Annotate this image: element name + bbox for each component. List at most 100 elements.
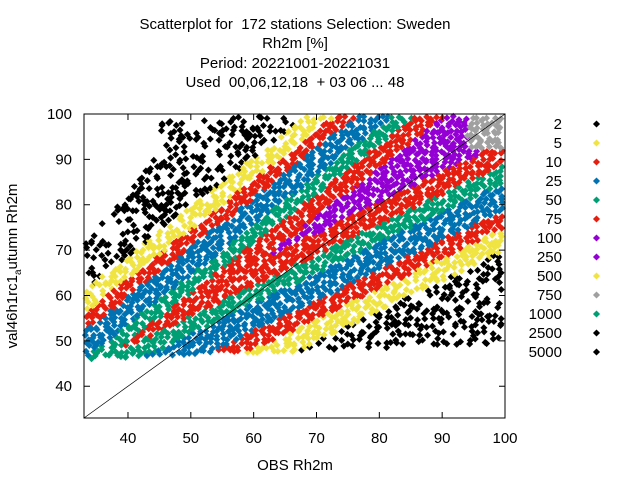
scatter-point xyxy=(223,250,231,258)
scatter-point xyxy=(236,308,244,316)
scatter-point xyxy=(464,297,472,305)
scatter-point xyxy=(169,165,177,173)
scatter-point xyxy=(217,307,225,315)
scatter-point xyxy=(466,268,475,276)
scatter-point xyxy=(258,159,266,167)
scatter-point xyxy=(270,136,278,144)
scatter-point xyxy=(122,265,130,273)
scatter-point xyxy=(432,283,440,291)
scatter-point xyxy=(90,254,98,262)
scatter-point xyxy=(365,322,373,330)
scatter-point xyxy=(374,339,382,348)
scatter-point xyxy=(231,193,239,201)
y-tick-label: 60 xyxy=(55,287,72,304)
scatter-point xyxy=(226,159,234,167)
chart-title-line-4: Used 00,06,12,18 + 03 06 ... 48 xyxy=(185,74,405,91)
scatter-point xyxy=(149,213,157,221)
scatter-point xyxy=(183,169,191,177)
scatter-point xyxy=(264,196,272,204)
scatter-point xyxy=(129,221,138,229)
scatter-point xyxy=(230,216,238,225)
legend-marker xyxy=(592,234,601,242)
scatter-point xyxy=(243,143,251,151)
scatter-point xyxy=(226,203,234,211)
scatter-point xyxy=(202,327,210,335)
scatter-point xyxy=(137,180,145,188)
scatter-point xyxy=(239,242,247,251)
scatter-point xyxy=(160,158,168,166)
scatter-point xyxy=(203,253,211,261)
scatter-point xyxy=(154,347,162,355)
scatter-point xyxy=(184,234,192,242)
scatter-point xyxy=(268,201,276,209)
scatter-point xyxy=(395,254,403,262)
scatter-point xyxy=(338,213,346,221)
scatter-point xyxy=(269,159,277,167)
scatter-point xyxy=(219,189,227,197)
scatter-point xyxy=(460,323,469,331)
scatter-point xyxy=(144,342,152,350)
scatter-point xyxy=(138,310,146,318)
scatter-point xyxy=(197,164,205,172)
legend-label: 5 xyxy=(554,135,562,152)
scatter-point xyxy=(110,304,118,312)
scatter-point xyxy=(264,286,272,294)
scatter-point xyxy=(497,315,505,323)
scatter-point xyxy=(105,241,113,249)
scatter-point xyxy=(233,343,242,351)
scatter-point xyxy=(201,185,209,193)
scatter-point xyxy=(158,120,166,128)
scatter-point xyxy=(421,315,429,323)
scatter-point xyxy=(223,336,231,344)
scatter-point xyxy=(167,193,175,201)
scatter-point xyxy=(277,133,285,141)
scatter-point xyxy=(121,316,129,324)
scatter-point xyxy=(90,331,98,339)
scatter-point xyxy=(218,131,226,140)
scatter-point xyxy=(195,253,203,261)
scatter-point xyxy=(273,152,281,160)
scatter-point xyxy=(116,335,124,343)
scatter-point xyxy=(92,324,100,332)
scatter-point xyxy=(474,266,482,274)
scatter-point xyxy=(177,212,185,220)
scatter-point xyxy=(260,136,268,144)
scatter-point xyxy=(213,332,221,340)
scatter-point xyxy=(216,245,224,253)
scatter-point xyxy=(267,317,275,325)
scatter-point xyxy=(177,132,185,140)
scatter-point xyxy=(149,197,157,205)
scatter-point xyxy=(184,273,192,281)
scatter-point xyxy=(160,327,168,335)
scatter-point xyxy=(281,189,289,197)
scatter-point xyxy=(153,330,161,338)
y-tick-label: 100 xyxy=(47,106,72,123)
scatter-point xyxy=(177,265,185,273)
scatter-point xyxy=(180,230,188,238)
scatter-point xyxy=(168,351,177,359)
scatter-point xyxy=(166,223,174,231)
scatter-point xyxy=(189,209,197,217)
legend-marker xyxy=(592,120,601,128)
scatter-point xyxy=(143,307,151,316)
y-axis-label-main: val46h1rc1 xyxy=(4,275,21,349)
scatter-point xyxy=(185,334,193,342)
y-tick-label: 40 xyxy=(55,378,72,395)
scatter-point xyxy=(258,320,266,328)
scatter-point xyxy=(259,122,267,130)
scatter-point xyxy=(119,230,127,238)
scatter-point xyxy=(130,182,138,191)
scatter-point xyxy=(273,223,282,231)
scatter-point xyxy=(228,173,236,181)
legend-marker xyxy=(592,196,601,204)
scatter-point xyxy=(253,336,261,344)
scatter-point xyxy=(212,307,220,315)
scatter-point xyxy=(253,166,261,174)
scatter-point xyxy=(274,205,282,213)
scatter-point xyxy=(167,266,175,274)
scatter-point xyxy=(183,177,191,185)
scatter-point xyxy=(110,287,118,295)
scatter-point xyxy=(247,279,255,287)
scatter-point xyxy=(144,233,152,241)
